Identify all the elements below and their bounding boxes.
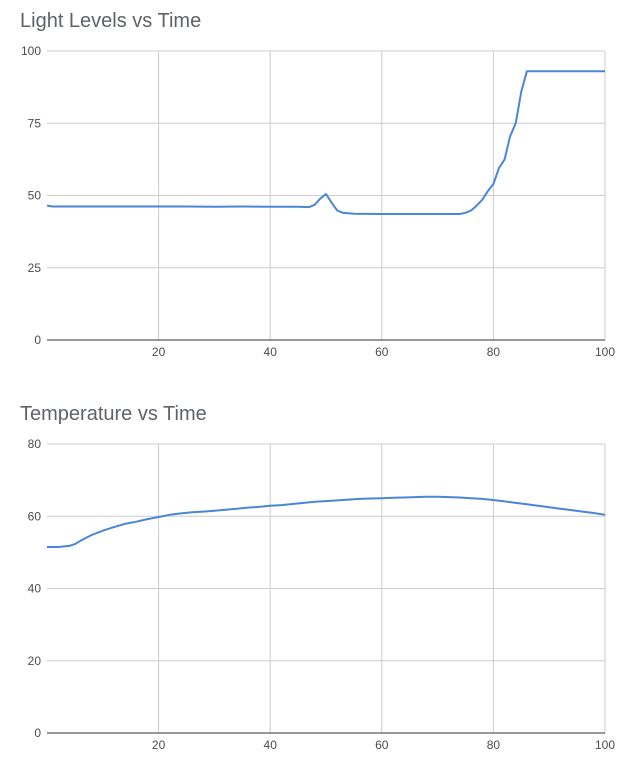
x-tick-label: 20 — [152, 345, 166, 359]
x-tick-label: 100 — [595, 345, 615, 359]
x-tick-label: 100 — [595, 738, 615, 752]
x-tick-label: 80 — [487, 345, 501, 359]
y-tick-label: 75 — [28, 116, 42, 130]
light-levels-plot: 0 25 50 75 100 20 40 60 80 100 — [21, 44, 615, 359]
x-tick-label: 40 — [264, 738, 278, 752]
light-levels-chart: Light Levels vs Time 0 25 50 75 100 20 40 60 80 1… — [0, 0, 627, 380]
y-tick-label: 25 — [28, 261, 42, 275]
x-tick-label: 60 — [375, 738, 389, 752]
series-line — [47, 495, 606, 548]
series-line — [46, 70, 605, 215]
x-tick-label: 20 — [152, 738, 166, 752]
y-tick-label: 0 — [34, 333, 41, 347]
y-tick-label: 80 — [28, 437, 42, 451]
chart-title: Temperature vs Time — [20, 403, 207, 425]
y-tick-label: 20 — [28, 654, 42, 668]
x-tick-label: 60 — [375, 345, 389, 359]
y-tick-label: 0 — [34, 726, 41, 740]
y-tick-label: 40 — [28, 582, 42, 596]
chart-title: Light Levels vs Time — [20, 10, 202, 32]
temperature-plot: 0 20 40 60 80 20 40 60 80 100 — [28, 437, 616, 752]
y-tick-label: 100 — [21, 44, 41, 58]
y-tick-label: 60 — [28, 509, 42, 523]
x-tick-label: 80 — [487, 738, 501, 752]
y-tick-label: 50 — [28, 189, 42, 203]
x-tick-label: 40 — [264, 345, 278, 359]
temperature-chart: Temperature vs Time 0 20 40 60 80 20 40 60 80 100 — [0, 393, 627, 770]
